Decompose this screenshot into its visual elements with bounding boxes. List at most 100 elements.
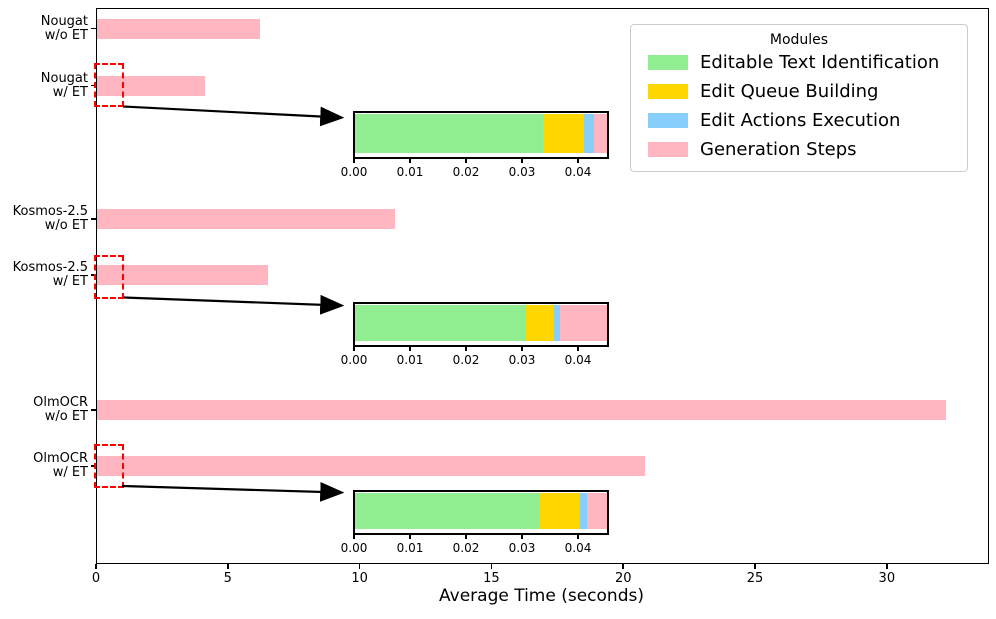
inset-tick-label-0.04: 0.04 (564, 353, 592, 367)
inset-segment-editable-text-identification (355, 114, 544, 153)
y-label-line: Nougat (40, 70, 88, 86)
inset-segment-edit-queue-building (543, 114, 585, 153)
y-tick-mark (91, 84, 96, 87)
y-label-line: w/o ET (44, 27, 88, 43)
y-label-olmocr-w-et: OlmOCR w/ ET (0, 452, 88, 480)
bar-olmocr-w-et (97, 456, 646, 476)
y-label-nougat-w-et: Nougat w/ ET (0, 70, 88, 100)
y-label-line: OlmOCR (33, 451, 88, 466)
inset-tick-mark (521, 159, 523, 163)
y-label-kosmos-2-5-w-et: Kosmos-2.5 w/ ET (0, 261, 88, 289)
inset-kosmos-2-5-w-et (353, 302, 609, 347)
x-axis-label: Average Time (seconds) (439, 586, 644, 606)
inset-segment-edit-queue-building (525, 305, 554, 341)
zoom-source-box-nougat-w-et (94, 63, 124, 107)
x-tick-mark (754, 563, 756, 569)
legend-swatch-edit-actions-execution (648, 113, 688, 128)
y-label-line: w/o ET (44, 218, 88, 233)
y-tick-mark (91, 465, 96, 467)
x-tick-mark (358, 563, 361, 569)
inset-tick-mark (353, 535, 355, 539)
x-tick-mark (622, 563, 624, 569)
inset-segment-generation-steps (594, 114, 607, 153)
legend-swatch-edit-queue-building (648, 84, 688, 99)
legend-item-generation-steps: Generation Steps (631, 135, 967, 164)
zoom-source-box-olmocr-w-et (94, 444, 124, 488)
y-tick-mark (91, 27, 96, 30)
zoom-source-box-kosmos-2-5-w-et (94, 255, 124, 299)
x-tick-label-25: 25 (746, 571, 764, 586)
inset-tick-label-0.00: 0.00 (340, 165, 368, 179)
y-label-kosmos-2-5-w-o-et: Kosmos-2.5 w/o ET (0, 205, 88, 233)
inset-segment-generation-steps (559, 305, 607, 341)
x-tick-mark (886, 563, 888, 569)
inset-tick-mark (465, 159, 467, 163)
legend-swatch-editable-text-identification (648, 55, 688, 70)
x-tick-label-10: 10 (351, 571, 368, 586)
inset-segment-edit-actions-execution (584, 114, 595, 153)
x-tick-label-15: 15 (483, 571, 500, 586)
legend-swatch-generation-steps (648, 142, 688, 157)
inset-segment-editable-text-identification (355, 493, 540, 529)
y-label-line: Nougat (40, 13, 88, 29)
inset-tick-label-0.03: 0.03 (508, 353, 536, 367)
x-tick-mark (490, 563, 493, 569)
y-label-line: OlmOCR (33, 395, 88, 410)
bar-kosmos-2-5-w-o-et (97, 209, 395, 229)
y-label-line: w/ ET (52, 84, 88, 100)
inset-nougat-w-et (353, 111, 609, 159)
legend-label: Edit Actions Execution (700, 110, 901, 131)
inset-tick-mark (521, 347, 523, 351)
inset-segment-editable-text-identification (355, 305, 526, 341)
y-label-line: w/ ET (52, 274, 88, 289)
inset-tick-label-0.00: 0.00 (340, 353, 368, 367)
legend-label: Edit Queue Building (700, 81, 879, 102)
x-tick-label-0: 0 (91, 571, 101, 586)
inset-tick-label-0.00: 0.00 (340, 541, 368, 555)
x-tick-label-20: 20 (614, 571, 632, 586)
y-tick-mark (91, 409, 96, 411)
legend-item-edit-queue-building: Edit Queue Building (631, 77, 967, 106)
x-tick-label-30: 30 (878, 571, 896, 586)
inset-tick-mark (465, 535, 467, 539)
inset-tick-mark (409, 159, 411, 163)
bar-olmocr-w-o-et (97, 400, 946, 420)
inset-tick-label-0.01: 0.01 (396, 165, 424, 179)
inset-tick-mark (465, 347, 467, 351)
inset-tick-label-0.02: 0.02 (452, 165, 480, 179)
inset-tick-mark (353, 347, 355, 351)
y-tick-mark (91, 218, 96, 220)
inset-segment-generation-steps (586, 493, 607, 529)
y-label-line: Kosmos-2.5 (12, 260, 88, 275)
inset-tick-label-0.01: 0.01 (396, 353, 424, 367)
legend-title: Modules (769, 32, 829, 48)
legend-items: Editable Text Identification Edit Queue B… (631, 48, 967, 164)
inset-tick-label-0.03: 0.03 (508, 165, 536, 179)
inset-segment-edit-actions-execution (579, 493, 587, 529)
inset-tick-mark (409, 535, 411, 539)
inset-tick-mark (577, 535, 579, 539)
inset-tick-mark (521, 535, 523, 539)
y-label-line: w/o ET (44, 409, 88, 424)
inset-tick-label-0.03: 0.03 (508, 541, 536, 555)
bar-nougat-w-o-et (97, 18, 261, 39)
inset-tick-mark (353, 159, 355, 163)
y-label-line: Kosmos-2.5 (12, 204, 88, 219)
inset-tick-label-0.04: 0.04 (564, 165, 592, 179)
legend-item-edit-actions-execution: Edit Actions Execution (631, 106, 967, 135)
inset-tick-mark (577, 347, 579, 351)
inset-tick-mark (409, 347, 411, 351)
inset-tick-label-0.02: 0.02 (452, 353, 480, 367)
x-tick-label-5: 5 (223, 571, 232, 586)
inset-tick-label-0.04: 0.04 (564, 541, 592, 555)
y-label-olmocr-w-o-et: OlmOCR w/o ET (0, 396, 88, 424)
legend: Modules Editable Text Identification Edit… (630, 24, 968, 172)
bar-nougat-w-et (97, 75, 206, 96)
inset-segment-edit-queue-building (539, 493, 580, 529)
inset-tick-mark (577, 159, 579, 163)
x-tick-mark (227, 563, 229, 569)
y-label-line: w/ ET (52, 465, 88, 480)
inset-olmocr-w-et (353, 490, 609, 535)
inset-tick-label-0.01: 0.01 (396, 541, 424, 555)
